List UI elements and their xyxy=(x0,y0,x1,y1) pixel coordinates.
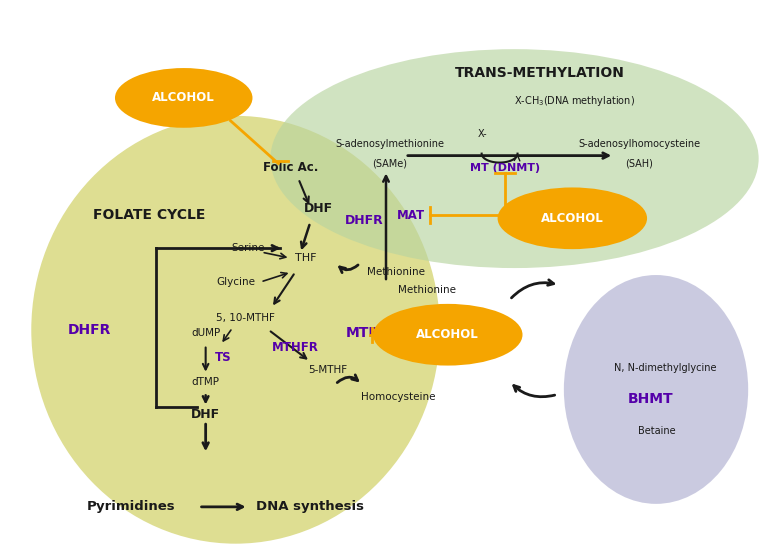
Text: MT (DNMT): MT (DNMT) xyxy=(470,162,540,172)
Text: Folic Ac.: Folic Ac. xyxy=(263,161,318,174)
Text: Serine: Serine xyxy=(232,243,265,253)
Ellipse shape xyxy=(373,304,523,365)
Text: DHF: DHF xyxy=(191,408,221,421)
Text: N, N-dimethylglycine: N, N-dimethylglycine xyxy=(614,363,716,373)
Text: Betaine: Betaine xyxy=(638,426,676,436)
Text: DHF: DHF xyxy=(304,202,333,215)
Text: Glycine: Glycine xyxy=(216,277,255,287)
Text: DNA synthesis: DNA synthesis xyxy=(256,501,364,513)
Text: MAT: MAT xyxy=(397,209,425,222)
Text: X-: X- xyxy=(478,129,487,139)
Text: DHFR: DHFR xyxy=(67,323,111,336)
Text: TRANS-METHYLATION: TRANS-METHYLATION xyxy=(455,66,625,80)
Text: 5, 10-MTHF: 5, 10-MTHF xyxy=(216,313,275,323)
Text: S-adenosylmethionine: S-adenosylmethionine xyxy=(335,138,445,148)
Ellipse shape xyxy=(497,187,647,249)
Text: Methionine: Methionine xyxy=(367,267,425,277)
Text: MTHFR: MTHFR xyxy=(272,341,318,354)
Ellipse shape xyxy=(564,275,748,504)
Text: THF: THF xyxy=(295,253,316,263)
Text: ALCOHOL: ALCOHOL xyxy=(416,328,479,341)
Text: BHMT: BHMT xyxy=(628,392,674,406)
Text: X-CH$_3$(DNA methylation): X-CH$_3$(DNA methylation) xyxy=(513,94,635,108)
Text: Pyrimidines: Pyrimidines xyxy=(86,501,175,513)
Text: (SAH): (SAH) xyxy=(625,158,653,169)
Text: Methionine: Methionine xyxy=(398,285,456,295)
Text: dTMP: dTMP xyxy=(192,377,220,387)
Text: Homocysteine: Homocysteine xyxy=(361,392,435,402)
Text: MTR: MTR xyxy=(346,326,380,340)
Text: ALCOHOL: ALCOHOL xyxy=(153,92,215,104)
Ellipse shape xyxy=(115,68,252,128)
Text: (SAMe): (SAMe) xyxy=(372,158,408,169)
Ellipse shape xyxy=(32,116,439,543)
Text: FOLATE CYCLE: FOLATE CYCLE xyxy=(93,208,205,222)
Text: ALCOHOL: ALCOHOL xyxy=(541,212,604,225)
Text: S-adenosylhomocysteine: S-adenosylhomocysteine xyxy=(578,138,700,148)
Ellipse shape xyxy=(271,49,759,268)
Text: 5-MTHF: 5-MTHF xyxy=(308,364,348,374)
Text: dUMP: dUMP xyxy=(191,328,221,338)
Text: DHFR: DHFR xyxy=(345,214,384,227)
Text: TS: TS xyxy=(215,351,232,364)
